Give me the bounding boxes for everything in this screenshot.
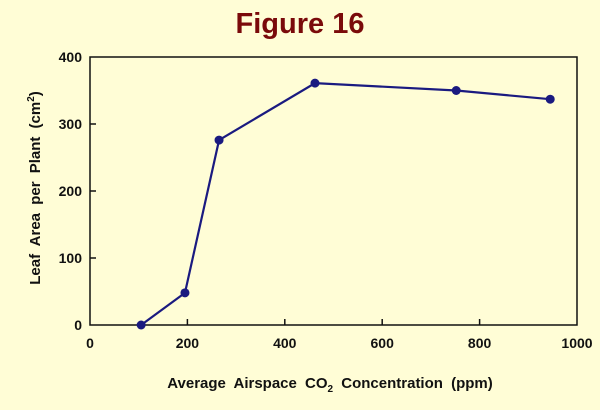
y-tick-label: 400 [59, 49, 83, 65]
x-tick-label: 200 [176, 335, 200, 351]
y-tick-label: 300 [59, 116, 83, 132]
x-tick-label: 0 [86, 335, 94, 351]
data-point [136, 320, 146, 330]
series-line [140, 82, 551, 326]
plot-area [89, 56, 578, 326]
x-tick-label: 1000 [561, 335, 592, 351]
y-tick-label: 100 [59, 250, 83, 266]
data-point [451, 86, 461, 95]
data-point [180, 288, 190, 298]
x-tick-label: 400 [273, 335, 297, 351]
data-point [214, 135, 224, 145]
data-point [545, 94, 555, 104]
y-tick-label: 200 [59, 183, 83, 199]
y-tick-label: 0 [74, 317, 82, 333]
chart-title: Figure 16 [236, 8, 365, 40]
x-tick-label: 600 [371, 335, 395, 351]
data-point [310, 78, 320, 88]
y-axis-label: Leaf Area per Plant (cm2) [26, 91, 44, 285]
x-tick-label: 800 [468, 335, 492, 351]
x-axis-label: Average Airspace CO2 Concentration (ppm) [167, 375, 493, 395]
